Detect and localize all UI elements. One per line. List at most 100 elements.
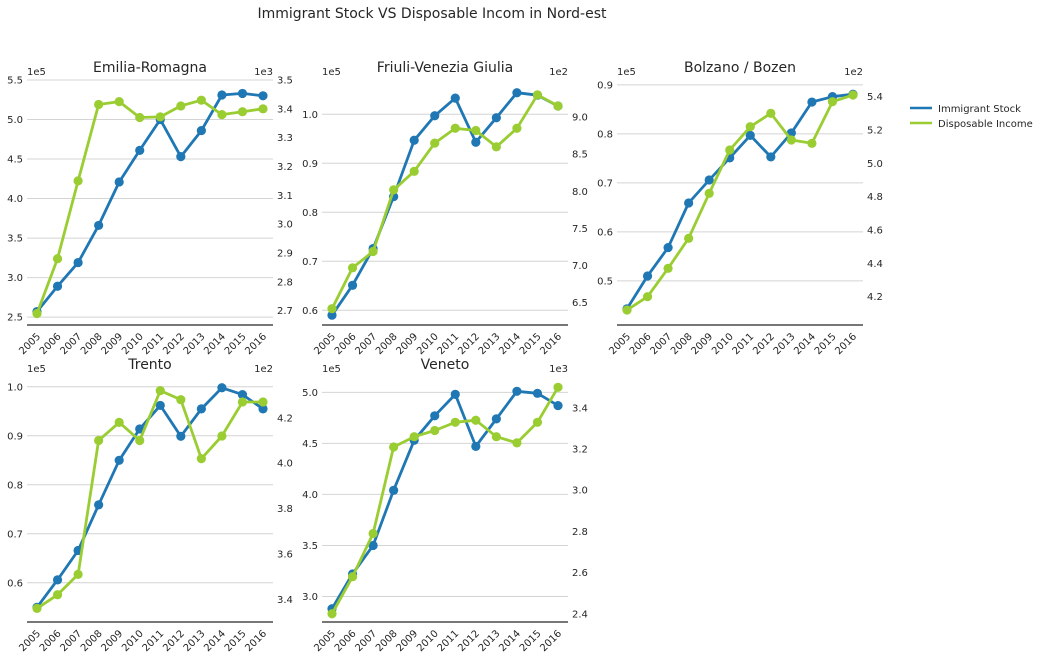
right-tick-label: 3.3 <box>277 133 293 144</box>
data-point-disposable-income <box>491 432 501 442</box>
right-tick-label: 2.8 <box>572 527 588 538</box>
right-tick-label: 7.0 <box>572 261 588 272</box>
data-point-immigrant-stock <box>471 137 481 147</box>
subplots: 2.53.03.54.04.55.05.52.72.82.93.03.13.23… <box>7 60 883 654</box>
left-tick-label: 0.7 <box>302 257 318 268</box>
x-tick-label: 2015 <box>518 628 544 654</box>
right-tick-label: 2.7 <box>277 306 293 317</box>
x-tick-label: 2007 <box>58 331 84 357</box>
x-tick-label: 2010 <box>415 628 441 654</box>
right-tick-label: 3.5 <box>277 76 293 87</box>
data-point-disposable-income <box>553 101 563 111</box>
data-point-immigrant-stock <box>684 198 694 208</box>
data-point-disposable-income <box>430 138 440 148</box>
data-point-disposable-income <box>450 123 460 133</box>
data-point-disposable-income <box>114 97 124 107</box>
data-point-immigrant-stock <box>94 500 104 510</box>
x-tick-label: 2007 <box>58 628 84 654</box>
right-tick-label: 2.4 <box>572 609 588 620</box>
data-point-disposable-income <box>135 112 145 123</box>
data-point-immigrant-stock <box>114 455 124 465</box>
data-point-immigrant-stock <box>471 441 481 452</box>
subplot-bolzano-bozen: 0.5 0.6 0.7 0.8 0.9 4.2 4.4 4.6 4.8 5.0 5.2 5.4 1e5 1… <box>597 60 883 357</box>
data-point-immigrant-stock <box>745 130 755 140</box>
x-tick-label: 2009 <box>395 628 421 654</box>
data-point-disposable-income <box>94 99 104 110</box>
data-point-disposable-income <box>532 90 543 100</box>
x-tick-label: 2007 <box>353 628 379 654</box>
data-point-disposable-income <box>848 90 858 100</box>
series-line-disposable-income <box>330 93 559 310</box>
data-point-disposable-income <box>512 123 522 133</box>
left-tick-label: 5.5 <box>7 76 23 87</box>
x-tick-label: 2013 <box>182 331 208 357</box>
data-point-immigrant-stock <box>450 93 460 103</box>
data-point-immigrant-stock <box>196 404 206 414</box>
left-tick-label: 0.9 <box>597 80 613 91</box>
left-tick-label: 4.0 <box>7 194 23 205</box>
data-point-disposable-income <box>94 435 104 446</box>
x-tick-label: 2008 <box>669 331 695 357</box>
left-tick-label: 3.0 <box>302 592 318 603</box>
x-tick-label: 2013 <box>477 628 503 654</box>
data-point-immigrant-stock <box>176 431 186 441</box>
x-tick-label: 2012 <box>751 331 777 357</box>
data-point-immigrant-stock <box>155 400 165 411</box>
figure-title: Immigrant Stock VS Disposable Incom in N… <box>257 6 607 22</box>
left-tick-label: 0.8 <box>302 208 318 219</box>
data-point-disposable-income <box>217 109 227 120</box>
x-tick-label: 2015 <box>223 331 249 357</box>
right-tick-label: 3.0 <box>572 486 588 497</box>
x-tick-label: 2011 <box>436 628 462 654</box>
data-point-disposable-income <box>176 101 186 111</box>
right-tick-label: 3.1 <box>277 191 293 202</box>
subplot-emilia-romagna: 2.5 3.0 3.5 4.0 4.5 5.0 5.5 2.7 2.8 2.9 3.0 3.1 3.2 3… <box>7 60 293 357</box>
x-tick-label: 2013 <box>477 331 503 357</box>
x-tick-label: 2006 <box>38 331 64 357</box>
series-line-immigrant-stock <box>330 389 559 610</box>
data-point-immigrant-stock <box>258 404 268 414</box>
right-tick-label: 4.2 <box>867 292 883 303</box>
data-point-disposable-income <box>471 415 481 425</box>
x-tick-label: 2011 <box>141 628 167 654</box>
data-point-immigrant-stock <box>807 97 817 107</box>
subplot-trento: 0.6 0.7 0.8 0.9 1.0 3.4 3.6 3.8 4.0 4.2 1e5 1e2 Tren… <box>7 357 293 654</box>
subplot-title: Emilia-Romagna <box>93 60 207 76</box>
data-point-disposable-income <box>114 417 124 427</box>
right-scale-label: 1e3 <box>549 364 568 375</box>
x-tick-label: 2011 <box>436 331 462 357</box>
right-tick-label: 4.6 <box>867 226 883 237</box>
x-tick-label: 2015 <box>518 331 544 357</box>
x-tick-label: 2005 <box>312 331 338 357</box>
x-tick-label: 2013 <box>772 331 798 357</box>
data-point-immigrant-stock <box>176 152 186 162</box>
x-tick-label: 2009 <box>100 628 126 654</box>
subplot-title: Trento <box>127 357 171 373</box>
x-tick-label: 2006 <box>333 331 359 357</box>
right-tick-label: 4.4 <box>867 259 883 270</box>
right-tick-label: 3.8 <box>277 504 293 515</box>
left-tick-label: 1.0 <box>302 110 318 121</box>
data-point-disposable-income <box>663 263 673 273</box>
x-tick-label: 2014 <box>497 628 523 654</box>
data-point-immigrant-stock <box>217 90 227 100</box>
left-tick-label: 3.0 <box>7 273 23 284</box>
data-point-disposable-income <box>745 122 755 132</box>
x-tick-label: 2016 <box>243 628 269 654</box>
right-tick-label: 3.6 <box>277 549 293 560</box>
data-point-disposable-income <box>471 125 481 136</box>
data-point-immigrant-stock <box>114 177 124 187</box>
left-tick-label: 4.5 <box>7 155 23 166</box>
data-point-disposable-income <box>512 438 522 448</box>
right-tick-label: 4.2 <box>277 413 293 424</box>
left-tick-label: 0.6 <box>302 306 318 317</box>
data-point-disposable-income <box>176 395 186 405</box>
right-tick-label: 8.5 <box>572 150 588 161</box>
subplot-title: Bolzano / Bozen <box>684 60 796 76</box>
data-point-disposable-income <box>327 304 337 314</box>
series-line-disposable-income <box>626 93 854 312</box>
data-point-disposable-income <box>642 292 653 302</box>
x-tick-label: 2007 <box>353 331 379 357</box>
left-scale-label: 1e5 <box>617 67 636 78</box>
